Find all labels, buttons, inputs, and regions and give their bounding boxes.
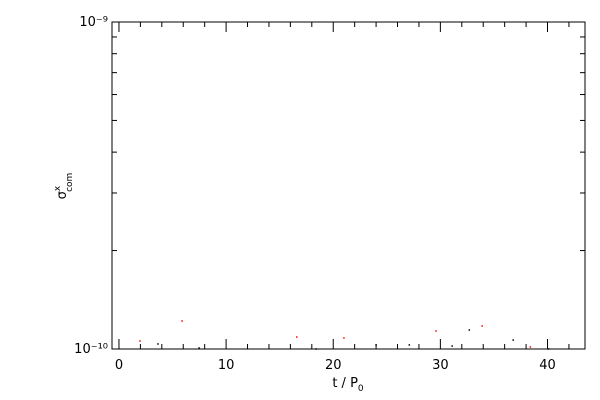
y-tick-label: 10⁻¹⁰	[74, 342, 108, 357]
x-tick-label: 30	[432, 358, 449, 373]
point	[547, 348, 550, 350]
y-label-sub: com	[65, 173, 75, 192]
point	[343, 337, 345, 339]
point	[408, 344, 411, 346]
point	[157, 343, 159, 345]
y-axis-label: σx com	[53, 173, 75, 200]
point	[139, 340, 141, 342]
x-label-sub: 0	[358, 384, 364, 394]
x-tick-label: 10	[218, 358, 235, 373]
x-label-text: t / P	[332, 376, 358, 391]
point	[181, 320, 183, 322]
point	[481, 325, 483, 327]
x-tick-label: 40	[539, 358, 556, 373]
point	[451, 345, 453, 347]
point	[375, 344, 377, 346]
x-tick-label: 20	[325, 358, 342, 373]
y-tick-label: 10⁻⁹	[79, 15, 108, 30]
y-label-symbol: σ	[55, 191, 70, 199]
point	[512, 339, 514, 341]
y-label-sup: x	[53, 185, 63, 191]
point	[435, 330, 437, 332]
x-tick-label: 0	[115, 358, 123, 373]
plot-frame	[111, 21, 586, 350]
point	[468, 329, 471, 331]
point	[315, 348, 317, 350]
point	[296, 336, 298, 338]
point	[529, 346, 532, 348]
point	[198, 347, 200, 349]
x-axis-label: t / P0	[332, 376, 364, 394]
